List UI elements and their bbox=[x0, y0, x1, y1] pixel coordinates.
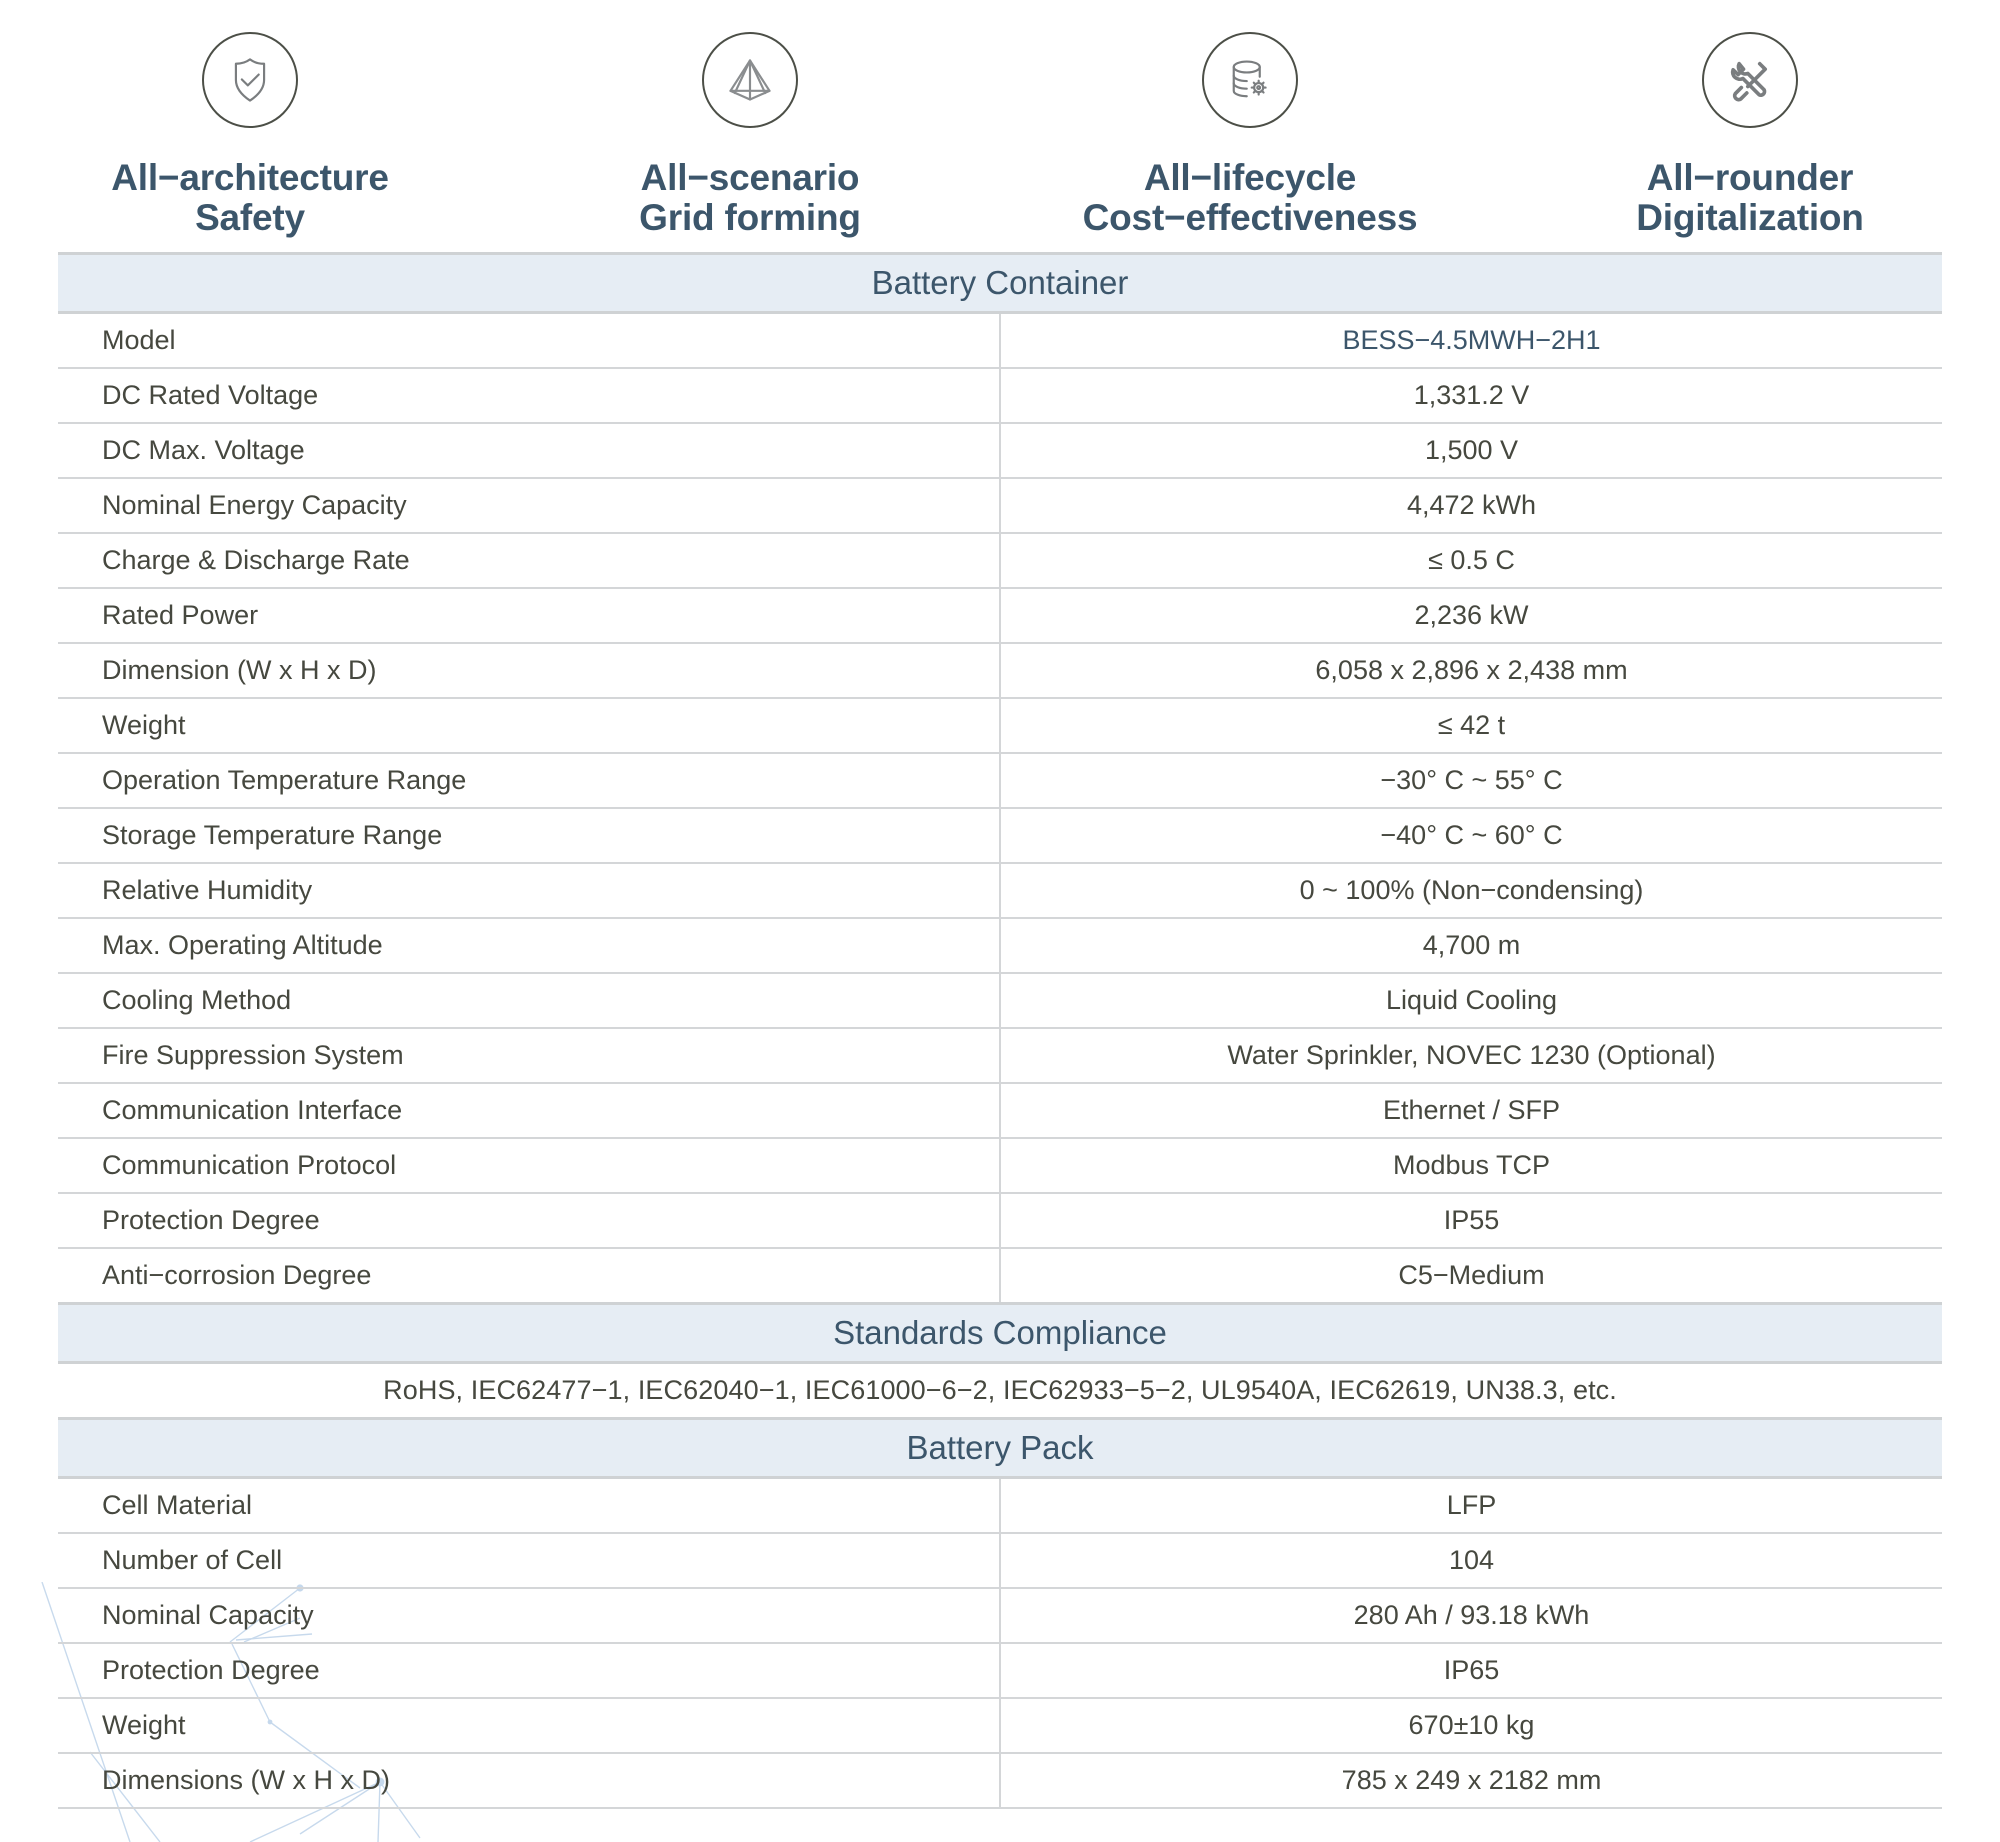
table-row: DC Max. Voltage 1,500 V bbox=[58, 422, 1942, 479]
spec-label: Max. Operating Altitude bbox=[58, 917, 1001, 974]
table-row: Cell Material LFP bbox=[58, 1477, 1942, 1534]
database-gear-icon bbox=[1202, 32, 1298, 128]
section-header-row: Battery Pack bbox=[58, 1416, 1942, 1479]
table-row: Cooling Method Liquid Cooling bbox=[58, 972, 1942, 1029]
table-row: Weight 670±10 kg bbox=[58, 1697, 1942, 1754]
spec-value: 104 bbox=[1000, 1532, 1942, 1589]
spec-value: C5−Medium bbox=[1000, 1247, 1942, 1305]
spec-label: Dimensions (W x H x D) bbox=[58, 1752, 1001, 1809]
table-row: Communication Protocol Modbus TCP bbox=[58, 1137, 1942, 1194]
spec-label: Protection Degree bbox=[58, 1192, 1001, 1249]
table-row: Weight ≤ 42 t bbox=[58, 697, 1942, 754]
spec-label: Number of Cell bbox=[58, 1532, 1001, 1589]
table-row: Anti−corrosion Degree C5−Medium bbox=[58, 1247, 1942, 1305]
section-title: Battery Container bbox=[58, 251, 1942, 314]
table-row: Charge & Discharge Rate ≤ 0.5 C bbox=[58, 532, 1942, 589]
table-row: Rated Power 2,236 kW bbox=[58, 587, 1942, 644]
spec-label: Anti−corrosion Degree bbox=[58, 1247, 1001, 1305]
spec-label: Weight bbox=[58, 697, 1001, 754]
spec-label: Communication Protocol bbox=[58, 1137, 1001, 1194]
spec-label: Fire Suppression System bbox=[58, 1027, 1001, 1084]
spec-value: BESS−4.5MWH−2H1 bbox=[1000, 312, 1942, 369]
spec-value: 280 Ah / 93.18 kWh bbox=[1000, 1587, 1942, 1644]
spec-label: Relative Humidity bbox=[58, 862, 1001, 919]
spec-value: 4,700 m bbox=[1000, 917, 1942, 974]
section-note-row: RoHS, IEC62477−1, IEC62040−1, IEC61000−6… bbox=[58, 1362, 1942, 1420]
spec-label: Nominal Capacity bbox=[58, 1587, 1001, 1644]
spec-value: LFP bbox=[1000, 1477, 1942, 1534]
section-header-row: Standards Compliance bbox=[58, 1301, 1942, 1364]
spec-value: 2,236 kW bbox=[1000, 587, 1942, 644]
table-row: Max. Operating Altitude 4,700 m bbox=[58, 917, 1942, 974]
feature-title: All−rounder Digitalization bbox=[1636, 157, 1864, 238]
spec-value: Liquid Cooling bbox=[1000, 972, 1942, 1029]
specification-table-container: Battery Container Model BESS−4.5MWH−2H1 DC … bbox=[0, 251, 2000, 1809]
spec-value: Modbus TCP bbox=[1000, 1137, 1942, 1194]
specification-table: Battery Container Model BESS−4.5MWH−2H1 DC … bbox=[58, 251, 1942, 1809]
section-header-row: Battery Container bbox=[58, 251, 1942, 314]
table-row: Nominal Capacity 280 Ah / 93.18 kWh bbox=[58, 1587, 1942, 1644]
spec-value: ≤ 42 t bbox=[1000, 697, 1942, 754]
spec-label: Cell Material bbox=[58, 1477, 1001, 1534]
spec-label: Weight bbox=[58, 1697, 1001, 1754]
shield-check-icon bbox=[202, 32, 298, 128]
spec-value: −30° C ~ 55° C bbox=[1000, 752, 1942, 809]
table-row: Operation Temperature Range −30° C ~ 55° … bbox=[58, 752, 1942, 809]
table-row: Protection Degree IP65 bbox=[58, 1642, 1942, 1699]
feature-item-all-architecture-safety: All−architecture Safety bbox=[0, 32, 500, 238]
spec-value: 6,058 x 2,896 x 2,438 mm bbox=[1000, 642, 1942, 699]
spec-label: Cooling Method bbox=[58, 972, 1001, 1029]
feature-item-all-scenario-grid-forming: All−scenario Grid forming bbox=[500, 32, 1000, 238]
table-row: Communication Interface Ethernet / SFP bbox=[58, 1082, 1942, 1139]
table-row: Nominal Energy Capacity 4,472 kWh bbox=[58, 477, 1942, 534]
spec-value: Water Sprinkler, NOVEC 1230 (Optional) bbox=[1000, 1027, 1942, 1084]
spec-value: Ethernet / SFP bbox=[1000, 1082, 1942, 1139]
specification-table-body: Battery Container Model BESS−4.5MWH−2H1 DC … bbox=[58, 251, 1942, 1809]
spec-label: Nominal Energy Capacity bbox=[58, 477, 1001, 534]
spec-value: 670±10 kg bbox=[1000, 1697, 1942, 1754]
spec-label: Model bbox=[58, 312, 1001, 369]
feature-item-all-rounder-digitalization: All−rounder Digitalization bbox=[1500, 32, 2000, 238]
table-row: Dimensions (W x H x D) 785 x 249 x 2182 m… bbox=[58, 1752, 1942, 1809]
feature-title: All−architecture Safety bbox=[111, 157, 389, 238]
spec-label: Rated Power bbox=[58, 587, 1001, 644]
section-title: Standards Compliance bbox=[58, 1301, 1942, 1364]
section-title: Battery Pack bbox=[58, 1416, 1942, 1479]
spec-value: 1,331.2 V bbox=[1000, 367, 1942, 424]
spec-label: DC Max. Voltage bbox=[58, 422, 1001, 479]
table-row: Fire Suppression System Water Sprinkler, … bbox=[58, 1027, 1942, 1084]
table-row: Dimension (W x H x D) 6,058 x 2,896 x 2,4… bbox=[58, 642, 1942, 699]
feature-title: All−scenario Grid forming bbox=[639, 157, 861, 238]
feature-highlights: All−architecture Safety All−scenario Gri… bbox=[0, 0, 2000, 238]
table-row: Protection Degree IP55 bbox=[58, 1192, 1942, 1249]
spec-label: Dimension (W x H x D) bbox=[58, 642, 1001, 699]
spec-value: 785 x 249 x 2182 mm bbox=[1000, 1752, 1942, 1809]
spec-value: 4,472 kWh bbox=[1000, 477, 1942, 534]
table-row: Model BESS−4.5MWH−2H1 bbox=[58, 312, 1942, 369]
spec-value: 1,500 V bbox=[1000, 422, 1942, 479]
spec-label: Operation Temperature Range bbox=[58, 752, 1001, 809]
table-row: DC Rated Voltage 1,331.2 V bbox=[58, 367, 1942, 424]
spec-value: IP55 bbox=[1000, 1192, 1942, 1249]
section-note-text: RoHS, IEC62477−1, IEC62040−1, IEC61000−6… bbox=[58, 1362, 1942, 1420]
spec-value: IP65 bbox=[1000, 1642, 1942, 1699]
tools-icon bbox=[1702, 32, 1798, 128]
table-row: Relative Humidity 0 ~ 100% (Non−condensin… bbox=[58, 862, 1942, 919]
pyramid-icon bbox=[702, 32, 798, 128]
feature-title: All−lifecycle Cost−effectiveness bbox=[1082, 157, 1418, 238]
spec-label: Protection Degree bbox=[58, 1642, 1001, 1699]
spec-value: 0 ~ 100% (Non−condensing) bbox=[1000, 862, 1942, 919]
spec-label: Communication Interface bbox=[58, 1082, 1001, 1139]
feature-item-all-lifecycle-cost-effectiveness: All−lifecycle Cost−effectiveness bbox=[1000, 32, 1500, 238]
spec-label: DC Rated Voltage bbox=[58, 367, 1001, 424]
spec-value: ≤ 0.5 C bbox=[1000, 532, 1942, 589]
spec-label: Charge & Discharge Rate bbox=[58, 532, 1001, 589]
table-row: Number of Cell 104 bbox=[58, 1532, 1942, 1589]
table-row: Storage Temperature Range −40° C ~ 60° C bbox=[58, 807, 1942, 864]
spec-value: −40° C ~ 60° C bbox=[1000, 807, 1942, 864]
spec-label: Storage Temperature Range bbox=[58, 807, 1001, 864]
